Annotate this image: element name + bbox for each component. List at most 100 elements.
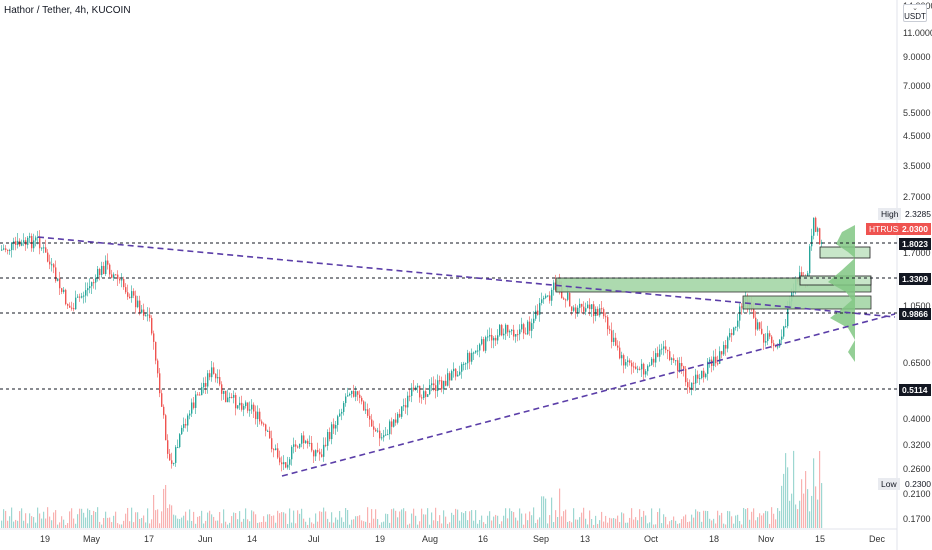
volume-bar — [91, 515, 93, 528]
candle-body — [439, 380, 441, 382]
candle-body — [321, 454, 323, 457]
candle-body — [517, 334, 519, 336]
volume-bar — [43, 511, 45, 528]
volume-bar — [657, 511, 659, 528]
volume-bar — [595, 515, 597, 528]
candle-body — [813, 217, 815, 236]
volume-bar — [197, 516, 199, 528]
candle-body — [345, 396, 347, 404]
volume-bar — [775, 519, 777, 528]
candle-body — [599, 308, 601, 316]
candle-body — [355, 391, 357, 397]
candle-body — [175, 447, 177, 463]
candle-body — [137, 300, 139, 308]
candle-body — [643, 363, 645, 375]
candle-body — [129, 296, 131, 299]
currency-unit-dropdown[interactable]: ⌄ USDT — [903, 4, 927, 22]
candle-body — [259, 411, 261, 422]
candle-body — [419, 385, 421, 398]
candle-body — [507, 324, 509, 333]
candle-body — [111, 274, 113, 278]
candlesticks — [1, 216, 823, 472]
volume-bar — [39, 513, 41, 528]
volume-bar — [617, 515, 619, 528]
candle-body — [5, 248, 7, 250]
candle-body — [333, 424, 335, 429]
volume-bar — [591, 519, 593, 528]
volume-bar — [49, 516, 51, 528]
volume-bar — [97, 507, 99, 528]
time-tick: Jun — [198, 534, 213, 544]
candle-body — [233, 395, 235, 398]
candle-body — [637, 368, 639, 370]
volume-bar — [213, 516, 215, 528]
candle-body — [739, 306, 741, 321]
candle-body — [375, 429, 377, 432]
candle-body — [571, 306, 573, 311]
candle-body — [347, 395, 349, 397]
candle-body — [397, 413, 399, 423]
candle-body — [385, 434, 387, 436]
candle-body — [561, 286, 563, 299]
volume-bar — [489, 511, 491, 528]
volume-bar — [143, 515, 145, 528]
volume-bar — [389, 522, 391, 528]
volume-bar — [783, 473, 785, 528]
candle-body — [501, 324, 503, 336]
candle-body — [509, 331, 511, 333]
candle-body — [263, 423, 265, 425]
candle-body — [427, 394, 429, 397]
candle-body — [145, 315, 147, 317]
volume-bar — [803, 493, 805, 528]
time-tick: 15 — [815, 534, 825, 544]
time-tick: Sep — [533, 534, 549, 544]
level-label-1: 1.8023 — [899, 238, 931, 250]
volume-bar — [735, 515, 737, 528]
candle-body — [443, 380, 445, 390]
volume-bar — [569, 520, 571, 528]
candle-body — [595, 308, 597, 317]
time-tick: Oct — [644, 534, 659, 544]
candle-body — [117, 274, 119, 279]
volume-bar — [629, 517, 631, 528]
volume-bar — [329, 522, 331, 528]
candle-body — [809, 246, 811, 274]
volume-bar — [697, 511, 699, 528]
candle-body — [59, 278, 61, 289]
candle-body — [85, 290, 87, 296]
candle-body — [603, 309, 605, 317]
volume-bar — [675, 520, 677, 528]
price-tick: 0.6500 — [903, 358, 931, 368]
volume-bar — [437, 521, 439, 528]
volume-bar — [251, 510, 253, 528]
volume-bar — [231, 516, 233, 528]
volume-bar — [21, 508, 23, 528]
time-tick: Jul — [308, 534, 320, 544]
volume-bar — [741, 524, 743, 528]
candle-body — [657, 353, 659, 357]
candle-body — [449, 373, 451, 381]
volume-bar — [549, 515, 551, 528]
volume-bar — [531, 515, 533, 528]
volume-bar — [151, 519, 153, 528]
candle-body — [707, 361, 709, 374]
volume-bar — [519, 508, 521, 528]
price-tick: 1.0500 — [903, 301, 931, 311]
candle-body — [251, 404, 253, 410]
volume-bar — [619, 522, 621, 528]
candle-body — [141, 309, 143, 313]
volume-bar — [623, 513, 625, 528]
candle-body — [581, 303, 583, 307]
volume-bar — [529, 511, 531, 528]
time-tick: 17 — [144, 534, 154, 544]
volume-bar — [543, 496, 545, 528]
volume-bar — [781, 485, 783, 528]
candle-body — [113, 274, 115, 278]
volume-bar — [743, 507, 745, 528]
candle-body — [477, 350, 479, 352]
candle-body — [47, 252, 49, 262]
volume-bar — [83, 512, 85, 528]
candle-body — [17, 240, 19, 245]
volume-bar — [493, 516, 495, 528]
